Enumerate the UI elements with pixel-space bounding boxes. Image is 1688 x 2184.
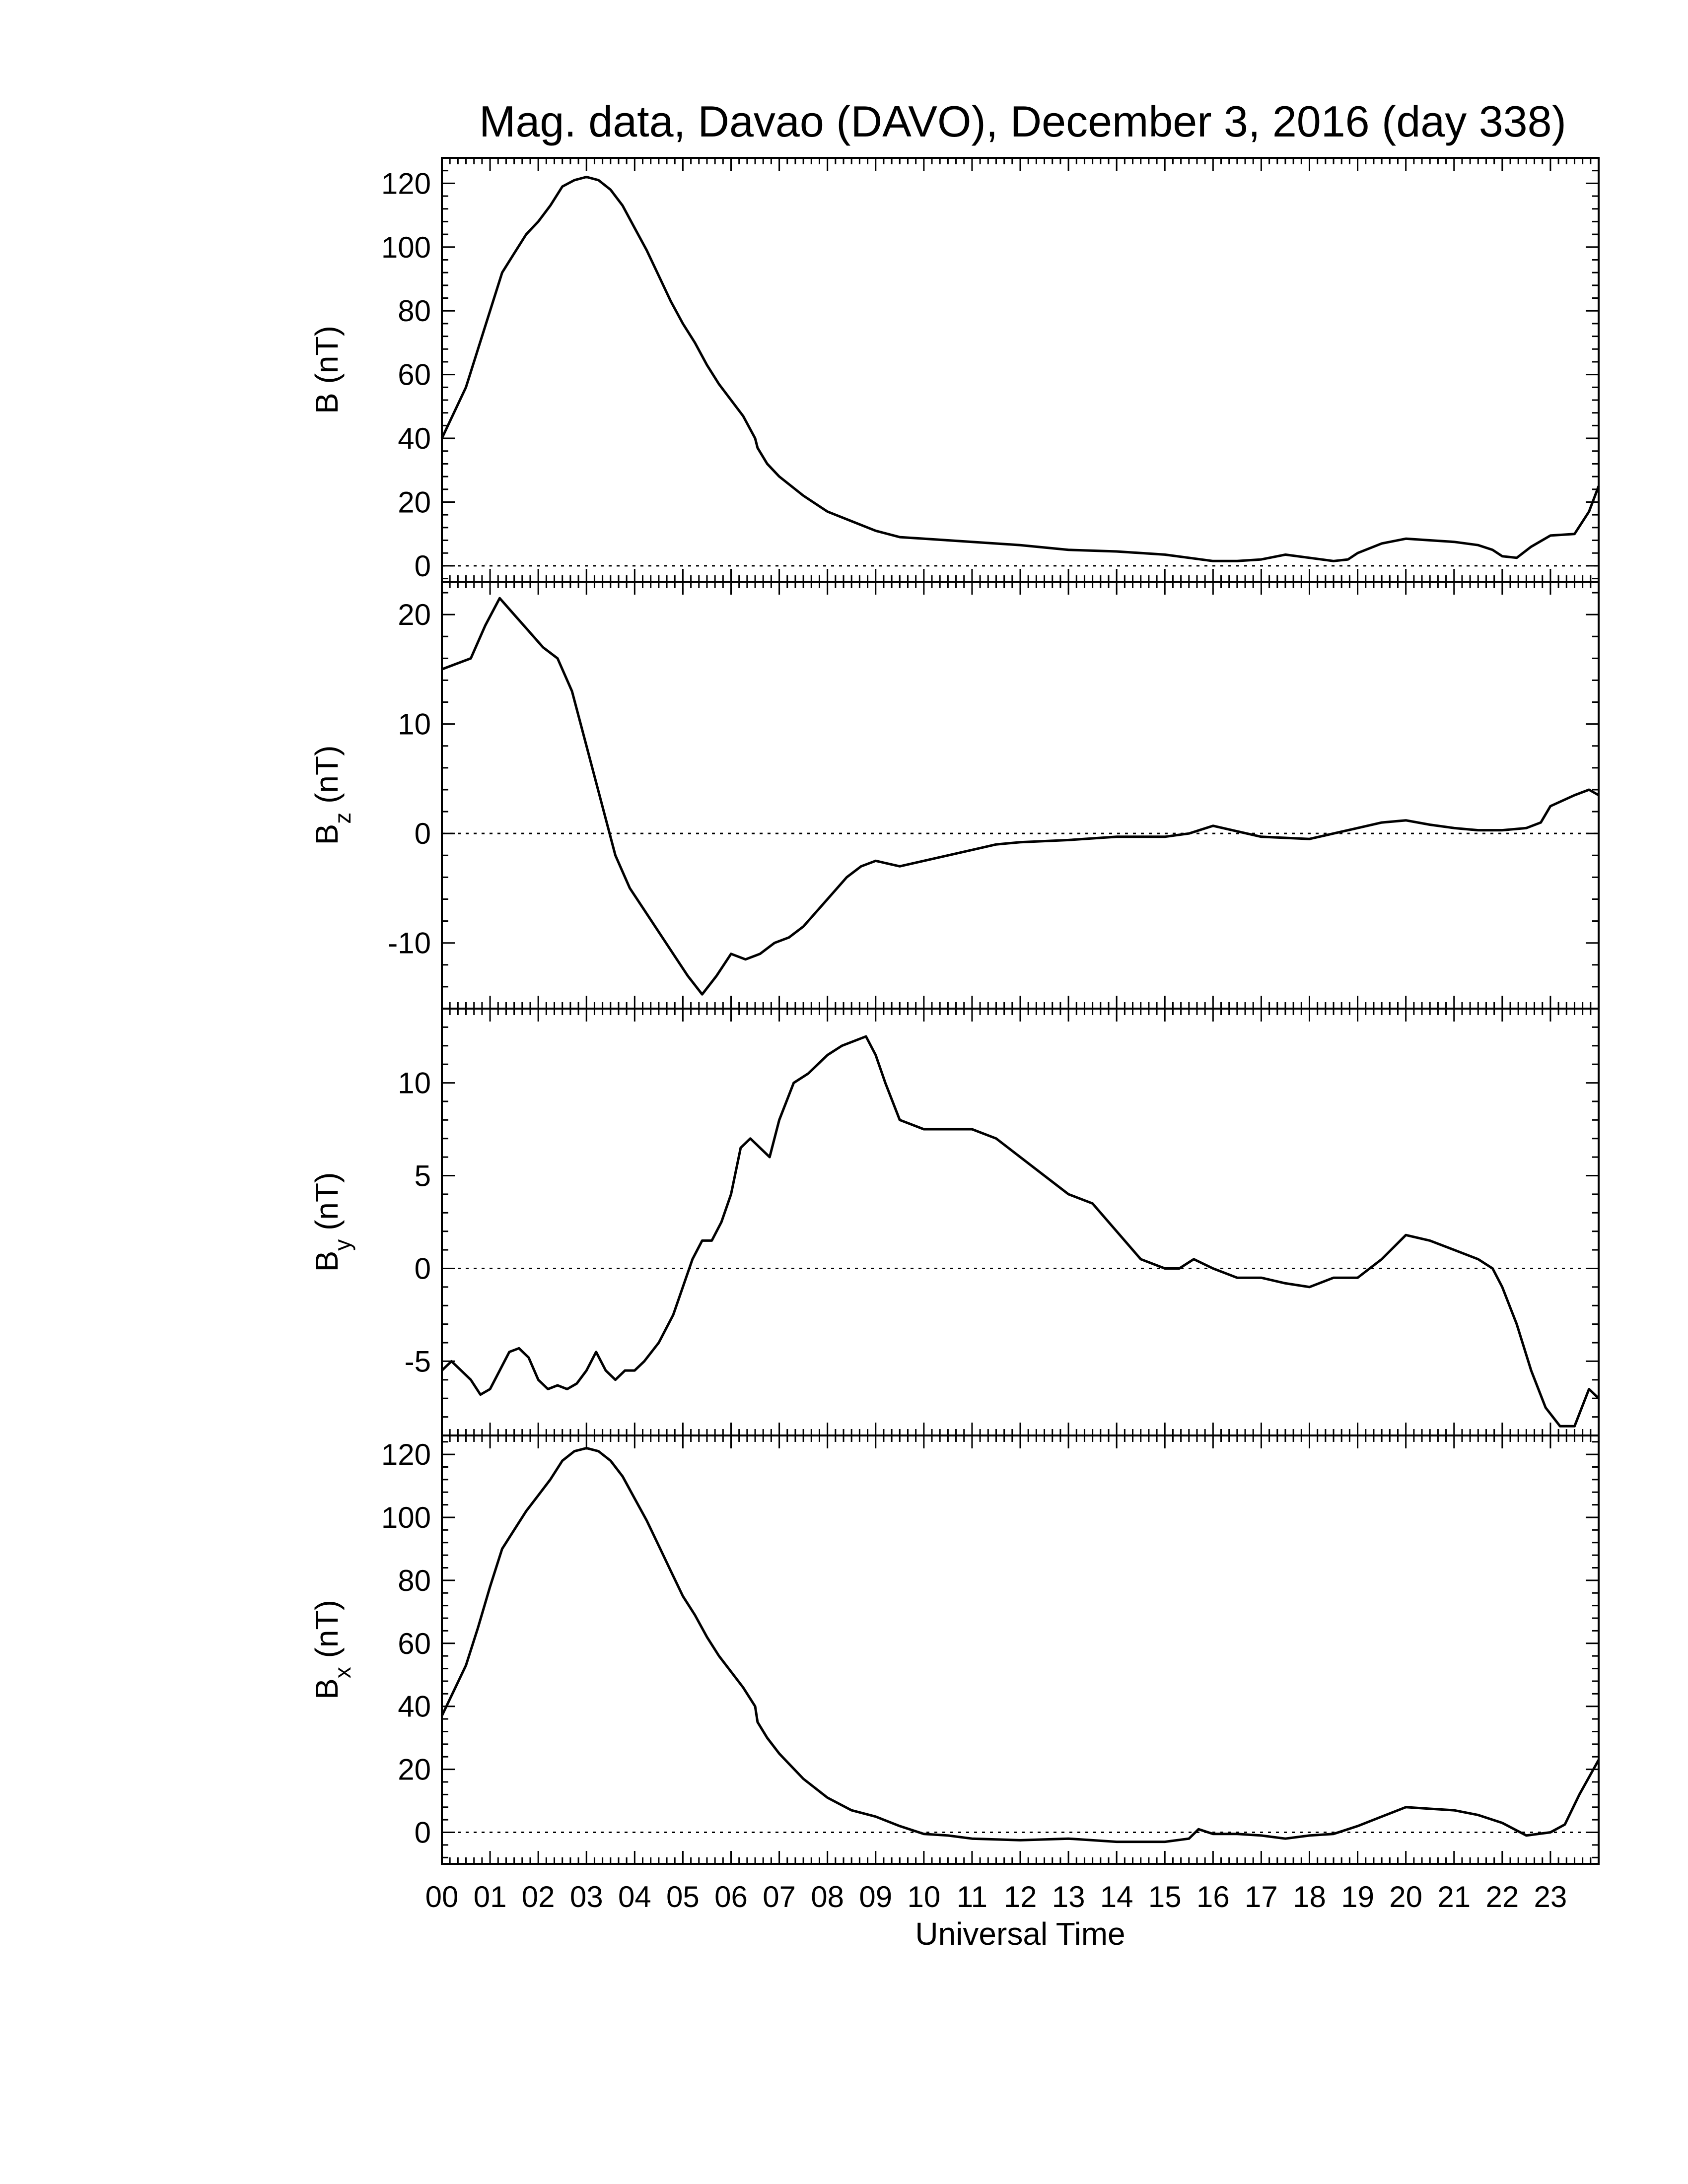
x-tick-label: 13	[1052, 1880, 1085, 1913]
y-tick-label: 80	[398, 1564, 431, 1597]
plot-frame	[441, 1434, 1600, 1865]
y-tick-label: 20	[398, 598, 431, 631]
series-line-By	[441, 1035, 1600, 1428]
y-tick-label: 100	[381, 231, 431, 264]
y-axis-label-unit: (nT)	[309, 1600, 345, 1667]
y-axis-label-subscript: x	[330, 1667, 355, 1678]
y-axis-label-unit: (nT)	[309, 1172, 345, 1239]
x-tick-label: 11	[957, 1880, 987, 1913]
y-axis-label-subscript: y	[330, 1239, 355, 1251]
y-axis-label-main: B	[309, 1251, 345, 1272]
series-line-Bz	[441, 597, 1600, 996]
x-tick-label: 15	[1148, 1880, 1182, 1913]
series-line-B	[440, 176, 1600, 562]
x-tick-label: 16	[1196, 1880, 1230, 1913]
y-tick-label: 5	[415, 1160, 431, 1193]
y-tick-label: 120	[381, 167, 431, 200]
x-tick-label: 07	[763, 1880, 796, 1913]
y-axis-label-unit: (nT)	[309, 746, 345, 813]
x-tick-label: 06	[714, 1880, 748, 1913]
y-tick-label: 20	[398, 1753, 431, 1786]
y-axis-label: Bx (nT)	[309, 1600, 355, 1700]
y-axis-label: Bz (nT)	[309, 746, 355, 845]
x-tick-label: 12	[1004, 1880, 1037, 1913]
x-tick-label: 09	[859, 1880, 892, 1913]
y-tick-label: 0	[415, 817, 431, 850]
y-tick-label: 40	[398, 1690, 431, 1723]
y-tick-label: 100	[381, 1501, 431, 1534]
x-tick-label: 00	[425, 1880, 459, 1913]
y-tick-label: 0	[415, 1252, 431, 1285]
x-axis-label: Universal Time	[915, 1916, 1125, 1952]
x-tick-label: 22	[1485, 1880, 1519, 1913]
series-line-Bx	[440, 1446, 1600, 1843]
plot-frame	[441, 581, 1600, 1010]
y-axis-label: B (nT)	[309, 326, 345, 414]
y-tick-label: 60	[398, 1627, 431, 1660]
y-axis-label-main: B	[309, 393, 345, 414]
x-tick-labels: 00 01 02 03 04 05 06 07 08 09 10 11 12 13 14 15 16 17 18 19…	[425, 1880, 1567, 1913]
panel-Bx: 0 20 40 60 80 100 120 Bx (nT)	[309, 1434, 1600, 1865]
y-tick-label: -10	[388, 927, 431, 960]
x-tick-label: 10	[907, 1880, 940, 1913]
x-tick-label: 18	[1293, 1880, 1326, 1913]
x-tick-label: 02	[522, 1880, 555, 1913]
plot-frame	[441, 157, 1600, 583]
y-axis-label: By (nT)	[309, 1172, 355, 1272]
y-tick-label: -5	[405, 1345, 431, 1378]
x-tick-label: 04	[618, 1880, 651, 1913]
panel-By: -5 0 5 10 By (nT)	[309, 1008, 1600, 1436]
y-tick-label: 20	[398, 485, 431, 519]
y-tick-label: 10	[398, 1067, 431, 1100]
panel-Bz: -10 0 10 20 Bz (nT)	[309, 581, 1600, 1010]
y-axis-label-main: B	[309, 1678, 345, 1700]
y-axis-label-main: B	[309, 824, 345, 845]
x-tick-label: 05	[666, 1880, 700, 1913]
x-tick-label: 21	[1437, 1880, 1471, 1913]
chart-title: Mag. data, Davao (DAVO), December 3, 201…	[479, 97, 1566, 146]
x-tick-label: 01	[474, 1880, 507, 1913]
y-tick-label: 80	[398, 294, 431, 328]
x-tick-label: 14	[1100, 1880, 1133, 1913]
y-tick-label: 0	[415, 549, 431, 583]
x-tick-label: 03	[570, 1880, 603, 1913]
x-tick-label: 17	[1245, 1880, 1278, 1913]
plot-frame	[441, 1008, 1600, 1436]
y-axis-label-subscript: z	[330, 813, 355, 824]
y-tick-label: 0	[415, 1816, 431, 1849]
panel-B: 0 20 40 60 80 100 120 B (nT)	[309, 157, 1600, 583]
x-tick-label: 19	[1341, 1880, 1374, 1913]
y-tick-label: 120	[381, 1438, 431, 1471]
y-tick-label: 60	[398, 358, 431, 392]
y-tick-label: 40	[398, 422, 431, 455]
y-tick-label: 10	[398, 708, 431, 741]
y-axis-label-unit: (nT)	[309, 326, 345, 393]
x-tick-label: 08	[811, 1880, 844, 1913]
x-tick-label: 23	[1534, 1880, 1567, 1913]
x-tick-label: 20	[1389, 1880, 1422, 1913]
